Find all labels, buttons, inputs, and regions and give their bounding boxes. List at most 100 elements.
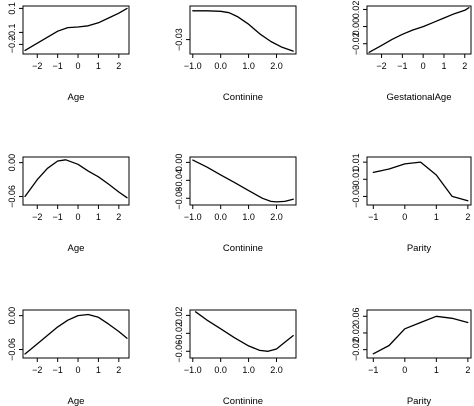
y-tick-label: −0.02 <box>174 322 184 345</box>
x-axis-label: Continine <box>223 243 263 254</box>
panel-9: −1 0 1 2 −0.020.020.06 Parity <box>351 307 472 406</box>
panel-1: −2 −1 0 1 2 −0.2−0.1 0.1 Age <box>7 2 130 103</box>
panel-4: −2 −1 0 1 2 −0.06 0.00 Age <box>7 154 130 254</box>
x-tick-label: 2 <box>116 212 121 222</box>
x-tick-label: 0 <box>402 365 407 375</box>
y-tick-label: 0.02 <box>351 324 361 342</box>
x-tick-label: 2 <box>465 365 470 375</box>
x-tick-label: 2.0 <box>270 365 283 375</box>
panel-3: −2 −1 0 1 2 −0.020.000.02 GestationalAge <box>351 1 472 103</box>
x-tick-label: 2.0 <box>270 212 283 222</box>
y-tick-label: 0.02 <box>174 307 184 325</box>
y-tick-label: 0.01 <box>351 153 361 171</box>
y-tick-label: 0.00 <box>174 154 184 172</box>
x-tick-label: −2 <box>32 212 42 222</box>
smooth-curve <box>368 7 470 53</box>
x-axis-label: Parity <box>407 243 432 254</box>
plot-frame <box>366 156 472 206</box>
plot-frame <box>22 309 130 359</box>
x-tick-label: −1.0 <box>184 365 202 375</box>
panel-5: −1.0 0.0 1.0 2.0 −0.08−0.040.00 Continine <box>174 154 297 254</box>
smooth-curve <box>372 161 469 202</box>
x-tick-label: 2 <box>116 365 121 375</box>
smooth-curve <box>24 7 128 52</box>
y-tick-label: −0.06 <box>174 340 184 363</box>
y-tick-label: 0.00 <box>7 154 17 172</box>
panel-7: −2 −1 0 1 2 −0.06 0.00 Age <box>7 307 130 406</box>
smooth-curve <box>24 313 128 355</box>
y-tick-label: −0.08 <box>174 187 184 210</box>
plot-frame <box>189 5 297 55</box>
x-tick-label: 0 <box>76 61 81 71</box>
plot-frame <box>189 309 297 359</box>
x-tick-label: 1 <box>96 365 101 375</box>
y-tick-label: −0.06 <box>7 185 17 208</box>
x-tick-label: 0.0 <box>214 212 227 222</box>
x-tick-label: −1.0 <box>184 212 202 222</box>
y-tick-label: −0.03 <box>174 28 184 51</box>
y-tick-label: 0.00 <box>7 307 17 325</box>
x-tick-label: 1 <box>434 365 439 375</box>
x-tick-label: 1 <box>441 61 446 71</box>
x-axis-label: Continine <box>223 396 263 406</box>
x-tick-label: 2 <box>116 61 121 71</box>
y-tick-label: −0.1 <box>7 24 17 42</box>
x-tick-label: −2 <box>32 365 42 375</box>
x-tick-label: −1 <box>53 212 63 222</box>
smooth-curve <box>194 311 294 352</box>
x-tick-label: 0 <box>76 365 81 375</box>
smooth-curve <box>192 10 294 52</box>
x-axis-label: GestationalAge <box>387 92 452 103</box>
x-tick-label: 1 <box>96 212 101 222</box>
x-axis-label: Age <box>68 243 85 254</box>
x-axis-label: Parity <box>407 396 432 406</box>
x-axis-label: Age <box>68 92 85 103</box>
x-tick-label: −2 <box>376 61 386 71</box>
plot-frame <box>189 156 297 206</box>
x-tick-label: −2 <box>32 61 42 71</box>
smooth-curve <box>24 159 128 199</box>
y-tick-label: −0.02 <box>351 338 361 361</box>
plot-frame <box>366 309 472 359</box>
x-axis-label: Continine <box>223 92 263 103</box>
x-tick-label: −1 <box>53 61 63 71</box>
x-tick-label: 2 <box>465 212 470 222</box>
x-tick-label: 0 <box>402 212 407 222</box>
x-tick-label: 1.0 <box>242 61 255 71</box>
x-tick-label: 0.0 <box>214 365 227 375</box>
x-axis-label: Age <box>68 396 85 406</box>
y-tick-label: −0.06 <box>7 338 17 361</box>
panel-2: −1.0 0.0 1.0 2.0 −0.03 Continine <box>174 5 297 103</box>
x-tick-label: −1 <box>53 365 63 375</box>
x-tick-label: −1 <box>397 61 407 71</box>
x-tick-label: 2 <box>462 61 467 71</box>
y-tick-label: 0.1 <box>7 2 17 15</box>
x-tick-label: −1 <box>368 365 378 375</box>
x-tick-label: 1 <box>434 212 439 222</box>
x-tick-label: 1.0 <box>242 365 255 375</box>
y-tick-label: −0.02 <box>351 32 361 55</box>
plot-frame <box>366 5 472 55</box>
y-tick-label: −0.01 <box>351 168 361 191</box>
y-tick-label: 0.06 <box>351 307 361 325</box>
panel-6: −1 0 1 2 −0.03−0.010.01 Parity <box>351 153 472 254</box>
x-tick-label: 0.0 <box>214 61 227 71</box>
x-tick-label: 1.0 <box>242 212 255 222</box>
x-tick-label: 0 <box>421 61 426 71</box>
x-tick-label: 1 <box>96 61 101 71</box>
x-tick-label: −1.0 <box>184 61 202 71</box>
x-tick-label: 2.0 <box>270 61 283 71</box>
x-tick-label: 0 <box>76 212 81 222</box>
y-tick-label: 0.00 <box>351 18 361 36</box>
y-tick-label: 0.02 <box>351 1 361 19</box>
smooth-curve <box>372 315 469 355</box>
y-tick-label: −0.2 <box>7 36 17 54</box>
y-tick-label: −0.04 <box>174 169 184 192</box>
plot-frame <box>22 156 130 206</box>
y-tick-label: −0.03 <box>351 185 361 208</box>
panel-8: −1.0 0.0 1.0 2.0 −0.06−0.020.02 Continine <box>174 307 297 406</box>
plot-frame <box>22 5 130 55</box>
smooth-curve <box>192 159 294 203</box>
x-tick-label: −1 <box>368 212 378 222</box>
